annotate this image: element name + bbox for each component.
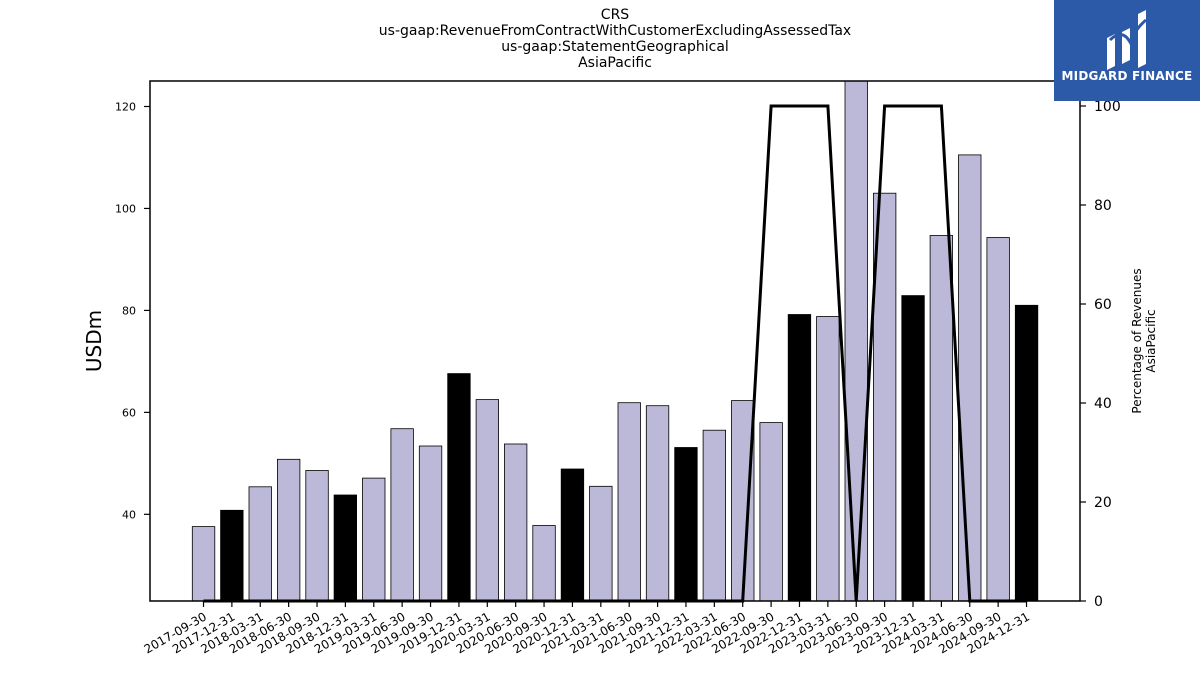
bars-group	[191, 80, 1039, 602]
bar-2022-09-30	[759, 422, 783, 602]
bar-2019-03-31	[362, 477, 386, 602]
y-tick-label-80: 80	[122, 304, 136, 317]
bar-2023-03-31	[816, 316, 840, 602]
y2-axis-label-line-1: Percentage of Revenues	[1130, 268, 1144, 413]
bar-2020-06-30	[503, 443, 528, 602]
title-line-4: AsiaPacific	[578, 55, 652, 71]
bar-2018-03-31	[248, 486, 272, 602]
bar-2017-12-31	[220, 509, 244, 602]
y-axis-right: 0 20 40 60 80 100	[1080, 99, 1121, 610]
bar-2019-06-30	[390, 428, 414, 602]
y-tick-label-100: 100	[115, 202, 136, 215]
x-axis: 2017-09-302017-12-312018-03-312018-06-30…	[142, 601, 1032, 656]
bar-2024-06-30	[958, 154, 982, 602]
bar-2021-06-30	[617, 402, 641, 602]
title-line-3: us-gaap:StatementGeographical	[501, 39, 729, 55]
y2-tick-label-80: 80	[1094, 198, 1112, 214]
bar-2019-12-31	[447, 373, 471, 602]
plot-border	[149, 80, 1081, 602]
y-tick-label-120: 120	[115, 100, 136, 113]
y2-tick-label-60: 60	[1094, 297, 1112, 313]
midgard-finance-logo: MIDGARD FINANCE	[1054, 0, 1200, 101]
y2-axis-label-line-2: AsiaPacific	[1144, 309, 1158, 372]
bar-2019-09-30	[418, 445, 443, 602]
bar-2017-09-30	[191, 526, 216, 602]
bar-2018-12-31	[333, 494, 358, 602]
bar-2024-03-31	[929, 235, 953, 602]
y2-tick-label-0: 0	[1094, 594, 1103, 610]
bar-2022-06-30	[731, 400, 755, 602]
y2-tick-label-100: 100	[1094, 99, 1121, 115]
bar-2024-09-30	[986, 237, 1010, 602]
logo-mark-icon	[1107, 10, 1147, 70]
bar-2018-06-30	[276, 458, 301, 602]
bar-2021-03-31	[589, 485, 613, 602]
bar-2020-09-30	[532, 525, 556, 602]
y-tick-label-40: 40	[122, 508, 136, 521]
bar-2024-12-31	[1014, 304, 1039, 602]
y-axis-label: USDm	[82, 310, 106, 372]
chart-title: CRS us-gaap:RevenueFromContractWithCusto…	[0, 7, 1200, 71]
y-axis-left: 40 60 80 100 120	[115, 100, 150, 521]
title-line-2: us-gaap:RevenueFromContractWithCustomerE…	[378, 23, 852, 39]
y2-tick-label-20: 20	[1094, 495, 1112, 511]
plot-frame	[149, 80, 1081, 602]
y-tick-label-60: 60	[122, 406, 136, 419]
bar-2018-09-30	[305, 470, 329, 602]
bar-2021-12-31	[674, 447, 698, 602]
bar-2020-12-31	[560, 468, 585, 602]
bar-2022-12-31	[787, 314, 812, 602]
bar-2021-09-30	[645, 405, 670, 602]
y2-axis-label: Percentage of Revenues AsiaPacific	[1130, 268, 1158, 413]
bar-2022-03-31	[702, 429, 726, 602]
bar-2023-12-31	[901, 295, 925, 602]
bar-2023-06-30	[844, 80, 868, 602]
logo-text: MIDGARD FINANCE	[1061, 69, 1193, 83]
y2-tick-label-40: 40	[1094, 396, 1112, 412]
title-line-1: CRS	[600, 7, 630, 23]
bar-2020-03-31	[475, 399, 500, 602]
